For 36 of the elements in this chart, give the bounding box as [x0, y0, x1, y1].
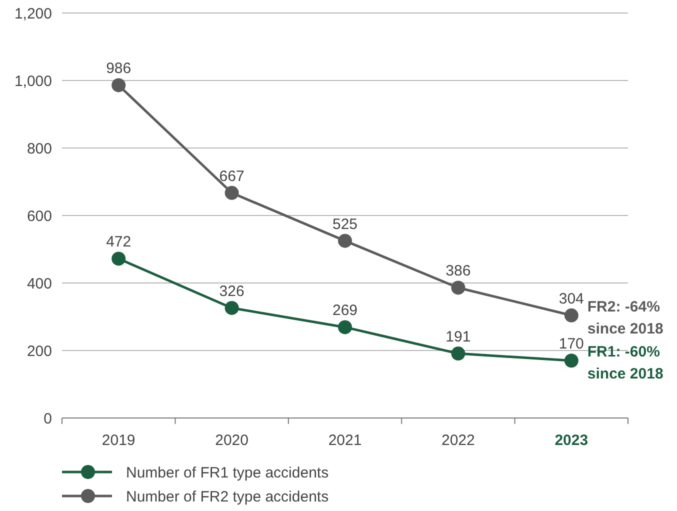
y-tick-label: 600: [26, 208, 52, 225]
x-tick-label: 2023: [554, 432, 588, 449]
annotation: FR1: -60% since 2018: [587, 344, 664, 383]
point: [224, 300, 239, 315]
data-label: 170: [558, 336, 584, 353]
y-tick-label: 200: [26, 342, 52, 360]
data-label: 191: [446, 328, 471, 346]
data-label: 986: [106, 60, 132, 78]
y-tick-label: 0: [44, 410, 52, 428]
x-tick-label: 2019: [102, 432, 136, 449]
point: [451, 280, 466, 295]
point: [338, 320, 352, 334]
data-label: 525: [332, 216, 358, 233]
y-tick-label: 1,200: [14, 5, 52, 22]
data-label: 386: [446, 262, 471, 280]
annotation: FR2: -64% since 2018: [587, 298, 664, 338]
point: [564, 354, 578, 368]
point: [564, 308, 578, 322]
point: [338, 234, 352, 248]
point: [224, 186, 239, 200]
point: [112, 78, 126, 92]
point: [451, 346, 466, 361]
y-tick-label: 800: [26, 140, 52, 158]
data-label: 472: [106, 234, 132, 251]
data-label: 667: [219, 168, 244, 185]
data-label: 326: [219, 282, 244, 300]
legend-label: Number of FR2 type accidents: [126, 488, 329, 506]
x-tick-label: 2020: [215, 432, 248, 449]
x-tick-label: 2021: [328, 432, 362, 449]
y-tick-label: 400: [26, 275, 52, 292]
legend-label: Number of FR1 type accidents: [126, 464, 329, 482]
x-tick-label: 2022: [442, 432, 475, 449]
point: [112, 252, 126, 266]
data-label: 269: [332, 302, 358, 320]
data-label: 304: [558, 290, 584, 308]
y-tick-label: 1,000: [14, 72, 52, 90]
